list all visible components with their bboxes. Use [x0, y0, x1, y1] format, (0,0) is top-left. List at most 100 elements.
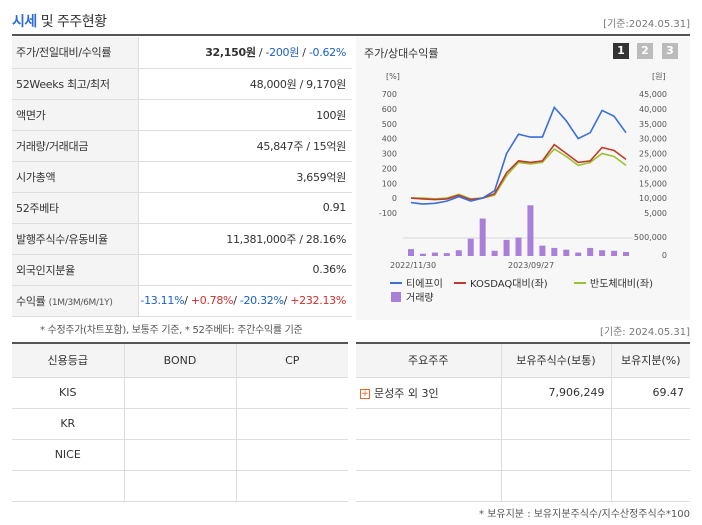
volume-bar	[587, 247, 594, 256]
left-unit: [%]	[386, 72, 400, 81]
base-date-2: [기준: 2024.05.31]	[599, 327, 690, 338]
right-tick-label: 35,000	[639, 120, 667, 129]
right-tick-label: 15,000	[639, 179, 667, 188]
footnote: * 수정주가(차트포함), 보통주 기준, * 52주베타: 주간수익률 기준	[40, 325, 303, 336]
credit-topline	[12, 342, 348, 344]
left-tick-label: 0	[392, 194, 397, 203]
row-value: 48,000원 / 9,170원	[138, 68, 352, 100]
row-label: 주가/전일대비/수익률	[12, 37, 139, 69]
holders-topline	[356, 342, 690, 344]
row-label: 발행주식수/유동비율	[12, 223, 139, 255]
change-value: -200원	[265, 46, 300, 60]
chart-page-3-button[interactable]: 3	[662, 43, 678, 59]
legend-item: 반도체대비(좌)	[590, 278, 653, 290]
vol-tick-zero: 0	[662, 251, 667, 260]
holder-name[interactable]: 문성주 외 3인	[374, 386, 439, 400]
col-header: BOND	[124, 344, 237, 378]
volume-bar	[527, 205, 534, 256]
table-row	[356, 408, 690, 440]
table-row: 발행주식수/유동비율 11,381,000주 / 28.16%	[12, 223, 352, 255]
row-label: 52Weeks 최고/최저	[12, 68, 139, 100]
row-value: 100원	[138, 99, 352, 131]
series-line	[410, 105, 627, 205]
col-header: 주요주주	[356, 344, 502, 378]
volume-bar	[455, 250, 462, 256]
table-row	[356, 470, 690, 502]
holder-pct: 69.47	[611, 377, 690, 409]
volume-bar	[467, 238, 474, 256]
right-tick-label: 45,000	[639, 90, 667, 99]
volume-bar	[563, 249, 570, 256]
row-value: 45,847주 / 15억원	[138, 130, 352, 162]
right-tick-label: 25,000	[639, 150, 667, 159]
row-label: 외국인지분율	[12, 254, 139, 286]
vol-tick: 500,000	[634, 233, 667, 242]
legend-item: 티에프이	[406, 278, 443, 290]
volume-bar	[575, 252, 582, 256]
table-row: 액면가 100원	[12, 99, 352, 131]
table-row: NICE	[12, 439, 348, 471]
row-label: 52주베타	[12, 192, 139, 224]
row-label: 시가총액	[12, 161, 139, 193]
left-tick-label: 700	[382, 90, 397, 99]
chart-legend: 티에프이 KOSDAQ대비(좌) 반도체대비(좌) 거래량	[390, 278, 653, 304]
change-pct: -0.62%	[308, 46, 346, 60]
col-header: 보유지분(%)	[611, 344, 690, 378]
table-row: 주가/전일대비/수익률 32,150원 / -200원 / -0.62%	[12, 37, 352, 69]
volume-bar	[431, 252, 438, 256]
price-chart: [%] [원] 700 600 500 400 300 200 100 0 -100 45,00…	[379, 72, 667, 304]
row-value: 3,659억원	[138, 161, 352, 193]
left-tick-label: 600	[382, 105, 397, 114]
x-label: 2022/11/30	[390, 261, 436, 270]
volume-bar	[551, 247, 558, 256]
legend-item: 거래량	[406, 292, 434, 304]
footnote-2: * 보유지분 : 보유지분주식수/지수산정주식수*100	[479, 509, 690, 520]
right-tick-label: 10,000	[639, 194, 667, 203]
volume-bar	[479, 218, 486, 256]
table-row	[356, 439, 690, 471]
table-row: 수익률 (1M/3M/6M/1Y) -13.11%/ +0.78%/ -20.3…	[12, 285, 352, 317]
table-row	[12, 470, 348, 502]
right-tick-label: 30,000	[639, 135, 667, 144]
holder-shares: 7,906,249	[501, 377, 612, 409]
table-row: 외국인지분율 0.36%	[12, 254, 352, 286]
quote-table: 주가/전일대비/수익률 32,150원 / -200원 / -0.62% 52W…	[12, 37, 352, 317]
table-row: KIS	[12, 377, 348, 409]
left-tick-label: 400	[382, 135, 397, 144]
expand-plus-icon[interactable]: +	[360, 388, 370, 399]
table-row: 거래량/거래대금 45,847주 / 15억원	[12, 130, 352, 162]
left-tick-label: 200	[382, 164, 397, 173]
credit-rating-table: 신용등급 BOND CP KIS KR NICE	[12, 344, 348, 502]
chart-panel	[356, 37, 690, 320]
chart-title: 주가/상대수익률	[364, 47, 439, 60]
left-tick-label: 300	[382, 150, 397, 159]
row-value: 0.91	[138, 192, 352, 224]
legend-item: KOSDAQ대비(좌)	[470, 278, 548, 290]
row-label: 액면가	[12, 99, 139, 131]
base-date: [기준:2024.05.31]	[603, 19, 690, 30]
chart-page-2-button[interactable]: 2	[637, 43, 653, 59]
table-row: 52Weeks 최고/최저 48,000원 / 9,170원	[12, 68, 352, 100]
returns-values: -13.11%/ +0.78%/ -20.32%/ +232.13%	[138, 285, 352, 317]
series-line	[410, 143, 627, 201]
volume-bar	[515, 237, 522, 256]
col-header: 보유주식수(보통)	[501, 344, 612, 378]
x-label: 2023/09/27	[508, 261, 554, 270]
right-tick-label: 5,000	[644, 209, 667, 218]
right-tick-label: 20,000	[639, 164, 667, 173]
chart-page-1-button[interactable]: 1	[613, 43, 629, 59]
row-value: 0.36%	[138, 254, 352, 286]
row-label-sub: (1M/3M/6M/1Y)	[48, 297, 113, 308]
header-divider	[12, 34, 690, 36]
left-tick-label: 100	[382, 179, 397, 188]
col-header: CP	[236, 344, 348, 378]
volume-bar	[599, 250, 606, 256]
volume-bar	[408, 249, 414, 256]
volume-bar	[503, 239, 510, 256]
row-value: 11,381,000주 / 28.16%	[138, 223, 352, 255]
left-tick-label: 500	[382, 120, 397, 129]
table-row: 52주베타 0.91	[12, 192, 352, 224]
volume-bar	[443, 253, 450, 256]
table-row: KR	[12, 408, 348, 440]
volume-bar	[491, 250, 498, 256]
